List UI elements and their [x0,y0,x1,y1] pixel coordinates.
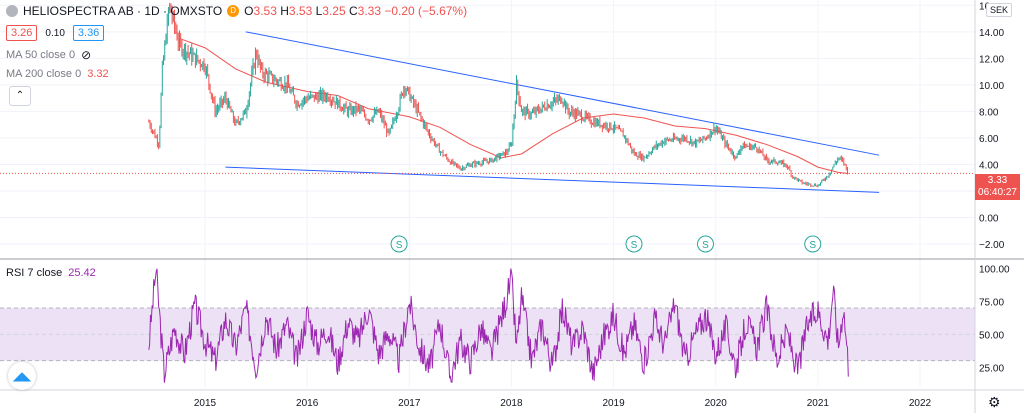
price-tick-label: 8.00 [979,107,999,118]
status-dot-icon [6,5,18,17]
rsi-band [0,307,975,362]
rsi-tick-label: 75.00 [979,297,1004,308]
dividend-marker-label: S [631,240,638,251]
x-tick-label: 2021 [807,398,830,409]
dividend-marker-label: S [809,240,816,251]
dividend-marker-circle [390,235,408,253]
ma200-line [179,37,849,174]
hidden-eye-icon[interactable]: ⊘ [81,48,92,62]
moving-average [179,37,849,174]
dividend-marker[interactable]: S [390,235,408,253]
price-tick-label: 10.00 [979,81,1004,92]
price-tick-label: 16 [979,1,991,12]
ma200-legend[interactable]: MA 200 close 0 3.32 [6,68,109,80]
collapse-legend-button[interactable]: ⌃ [9,86,31,106]
dividend-marker-circle [804,235,822,253]
rsi-tick-label: 50.00 [979,330,1004,341]
currency-badge[interactable]: SEK [986,3,1013,17]
dividend-marker[interactable]: S [625,235,643,253]
rsi-line [148,268,849,383]
x-tick-label: 2018 [500,398,523,409]
dividend-marker-circle [625,235,643,253]
trade-buttons: 3.26 0.10 3.36 [6,25,105,41]
tradingview-logo-icon[interactable]: ◢◣ [8,362,36,390]
buy-button[interactable]: 3.36 [72,25,105,41]
ma200-label: MA 200 close 0 [6,68,82,80]
last-price: 3.33 [987,175,1008,186]
x-tick-label: 2017 [398,398,421,409]
rsi-series [148,268,849,383]
symbol-title[interactable]: HELIOSPECTRA AB · 1D · OMXSTO [23,4,223,18]
rsi-value: 25.42 [68,267,96,279]
ma50-legend[interactable]: MA 50 close 0 ⊘ [6,48,91,62]
price-tick-label: 4.00 [979,160,999,171]
rsi-tick-label: 25.00 [979,363,1004,374]
dividend-marker[interactable]: S [804,235,822,253]
rsi-legend[interactable]: RSI 7 close 25.42 [6,267,96,279]
market-status-badge[interactable]: D [227,5,240,17]
ohlc-readout: O3.53 H3.53 L3.25 C3.33 −0.20 (−5.67%) [244,4,468,18]
bar-countdown: 06:40:27 [978,187,1017,198]
dividend-marker-circle [697,235,714,253]
upper-trend-line [245,31,880,156]
chart-header: HELIOSPECTRA AB · 1D · OMXSTO D O3.53 H3… [6,4,467,18]
price-tick-label: −2.00 [979,240,1005,251]
x-tick-label: 2015 [194,398,217,409]
x-tick-label: 2016 [296,398,319,409]
x-tick-label: 2019 [602,398,625,409]
dividend-marker-label: S [702,240,709,251]
trend-lines [0,31,975,193]
x-tick-label: 2020 [705,398,728,409]
dividend-marker-label: S [396,240,403,251]
lower-trend-line [225,166,880,193]
price-series [148,2,848,188]
price-tick-label: 0.00 [979,214,999,225]
price-tick-label: 6.00 [979,134,999,145]
change-readout: −0.20 (−5.67%) [384,4,468,18]
ma200-value: 3.32 [87,68,109,80]
rsi-label: RSI 7 close [6,267,63,279]
sell-button[interactable]: 3.26 [6,25,38,41]
dividend-marker[interactable]: S [697,235,714,253]
last-price-tag: 3.33 06:40:27 [975,174,1020,200]
ma50-label: MA 50 close 0 [6,49,76,61]
rsi-tick-label: 100.00 [979,265,1010,276]
settings-gear-icon[interactable]: ⚙ [988,394,1001,410]
spread-value: 0.10 [45,27,65,39]
x-tick-label: 2022 [909,398,932,409]
price-tick-label: 14.00 [979,28,1004,39]
price-tick-label: 12.00 [979,54,1004,65]
